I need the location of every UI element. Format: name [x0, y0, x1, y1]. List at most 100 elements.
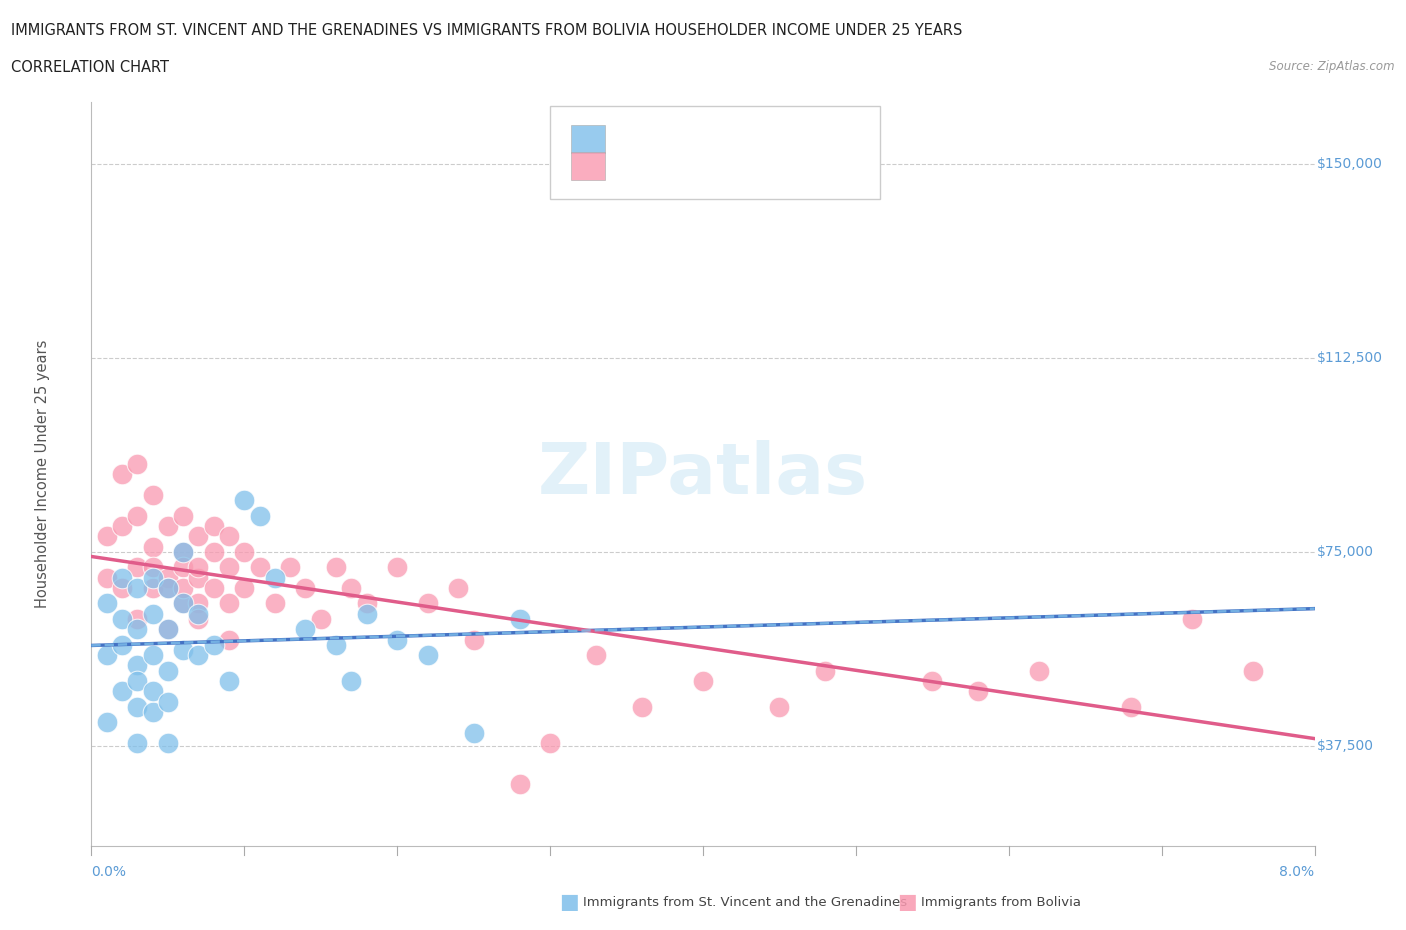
Point	[187, 529, 209, 544]
Point	[967, 684, 990, 698]
FancyBboxPatch shape	[571, 153, 605, 180]
Text: N =: N =	[713, 159, 745, 174]
Point	[127, 580, 149, 595]
Point	[187, 606, 209, 621]
Point	[96, 596, 118, 611]
Point	[172, 544, 194, 559]
Point	[156, 570, 179, 585]
Point	[156, 694, 179, 709]
Point	[1121, 699, 1143, 714]
Point	[156, 622, 179, 637]
Point	[156, 580, 179, 595]
Point	[218, 560, 240, 575]
Point	[356, 606, 378, 621]
Text: $112,500: $112,500	[1317, 351, 1384, 365]
Point	[187, 560, 209, 575]
Text: R =: R =	[620, 131, 651, 146]
Point	[1243, 663, 1265, 678]
Point	[1028, 663, 1050, 678]
Point	[111, 467, 134, 482]
Point	[218, 529, 240, 544]
Point	[294, 622, 316, 637]
Point	[156, 736, 179, 751]
Point	[385, 632, 409, 647]
Point	[141, 606, 163, 621]
Point	[96, 647, 118, 662]
Point	[218, 632, 240, 647]
Point	[111, 519, 134, 534]
Text: Immigrants from St. Vincent and the Grenadines: Immigrants from St. Vincent and the Gren…	[583, 896, 908, 909]
Point	[233, 493, 256, 508]
Point	[340, 673, 363, 688]
Text: 0.050: 0.050	[657, 159, 703, 174]
Text: $37,500: $37,500	[1317, 738, 1374, 752]
Text: Householder Income Under 25 years: Householder Income Under 25 years	[35, 340, 51, 608]
Point	[141, 647, 163, 662]
Point	[416, 647, 439, 662]
Point	[111, 612, 134, 627]
Point	[264, 596, 287, 611]
Point	[356, 596, 378, 611]
Point	[111, 637, 134, 652]
Point	[202, 544, 225, 559]
Point	[127, 612, 149, 627]
Point	[111, 580, 134, 595]
Point	[172, 596, 194, 611]
Point	[218, 596, 240, 611]
Point	[141, 560, 163, 575]
FancyBboxPatch shape	[550, 106, 880, 199]
Point	[1181, 612, 1204, 627]
Text: 8.0%: 8.0%	[1279, 865, 1315, 879]
Text: 0.0%: 0.0%	[91, 865, 127, 879]
Point	[127, 560, 149, 575]
Point	[96, 529, 118, 544]
Point	[156, 622, 179, 637]
Point	[141, 487, 163, 502]
Point	[416, 596, 439, 611]
Point	[187, 596, 209, 611]
Point	[156, 580, 179, 595]
Point	[172, 643, 194, 658]
Point	[127, 508, 149, 523]
Point	[309, 612, 332, 627]
Point	[233, 544, 256, 559]
Point	[294, 580, 316, 595]
Text: 0.223: 0.223	[657, 131, 703, 146]
Point	[692, 673, 714, 688]
Point	[141, 539, 163, 554]
Point	[141, 580, 163, 595]
Point	[264, 570, 287, 585]
Point	[127, 736, 149, 751]
Text: ZIPatlas: ZIPatlas	[538, 440, 868, 509]
Point	[278, 560, 301, 575]
Point	[233, 580, 256, 595]
Point	[340, 580, 363, 595]
Point	[385, 560, 409, 575]
Point	[447, 580, 470, 595]
Point	[172, 508, 194, 523]
Point	[463, 632, 485, 647]
Text: ■: ■	[897, 892, 917, 912]
Point	[249, 560, 271, 575]
Text: 41: 41	[747, 131, 768, 146]
Point	[814, 663, 837, 678]
Point	[202, 519, 225, 534]
Text: N =: N =	[713, 131, 745, 146]
Point	[187, 612, 209, 627]
Point	[127, 658, 149, 673]
Text: R =: R =	[620, 159, 651, 174]
Point	[249, 508, 271, 523]
Point	[218, 673, 240, 688]
Point	[463, 725, 485, 740]
Point	[538, 736, 561, 751]
Point	[768, 699, 790, 714]
Point	[585, 647, 607, 662]
Point	[202, 580, 225, 595]
Point	[96, 715, 118, 730]
Point	[187, 647, 209, 662]
Point	[172, 596, 194, 611]
Point	[111, 684, 134, 698]
FancyBboxPatch shape	[571, 125, 605, 153]
Point	[202, 637, 225, 652]
Point	[111, 570, 134, 585]
